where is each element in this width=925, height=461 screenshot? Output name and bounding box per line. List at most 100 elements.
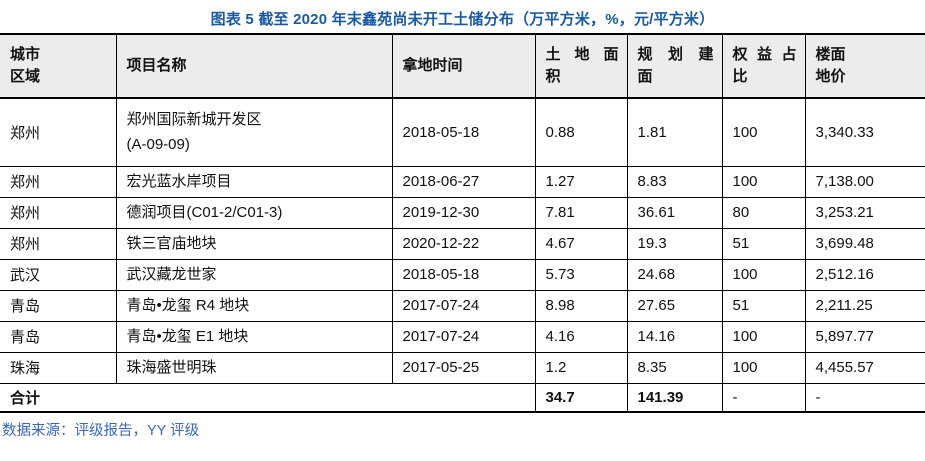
cell-date: 2017-07-24 xyxy=(392,321,536,353)
column-header-city: 城市 区域 xyxy=(0,34,117,99)
column-header-land_area: 土地面积 xyxy=(535,34,628,99)
project-name-line: 青岛•龙玺 E1 地块 xyxy=(126,328,249,345)
project-name-line: 德润项目(C01-2/C01-3) xyxy=(126,204,283,221)
source-note: 数据来源：评级报告，YY 评级 xyxy=(2,423,200,439)
cell-land_area: 4.67 xyxy=(535,228,628,260)
cell-project: 珠海盛世明珠 xyxy=(116,352,393,384)
column-header-text: 积 xyxy=(545,68,561,85)
cell-equity: 100 xyxy=(722,259,806,291)
project-name-line: 青岛•龙玺 R4 地块 xyxy=(126,297,250,314)
cell-floor_price: 5,897.77 xyxy=(805,321,925,353)
cell-equity: 100 xyxy=(722,321,806,353)
cell-land_area: 8.98 xyxy=(535,290,628,322)
project-name-line: 珠海盛世明珠 xyxy=(126,359,217,376)
cell-planned_gfa: 8.83 xyxy=(627,166,723,198)
cell-planned_gfa: 36.61 xyxy=(627,197,723,229)
cell-equity: 51 xyxy=(722,290,806,322)
table-row: 郑州 郑州国际新城开发区 (A-09-09) 2018-05-18 0.88 1.81 10… xyxy=(0,98,925,167)
project-name-line: (A-09-09) xyxy=(126,136,190,154)
cell-city: 郑州 xyxy=(0,228,117,260)
column-header-text: 规划建 xyxy=(637,46,714,63)
cell-equity: 100 xyxy=(722,352,806,384)
land-reserve-table: 城市 区域 项目名称 拿地时间 土地面积规划建面权益占比楼面 地价 郑州 郑州国际新城开发区… xyxy=(0,33,925,413)
cell-project: 郑州国际新城开发区 (A-09-09) xyxy=(116,98,393,167)
table-row: 珠海 珠海盛世明珠 2017-05-25 1.2 8.35 100 4,455.57 xyxy=(0,352,925,384)
cell-land_area: 7.81 xyxy=(535,197,628,229)
total-planned_gfa: 141.39 xyxy=(627,383,723,413)
table-row: 青岛 青岛•龙玺 E1 地块 2017-07-24 4.16 14.16 100 5,897… xyxy=(0,321,925,353)
column-header-planned_gfa: 规划建面 xyxy=(627,34,723,99)
header-row: 城市 区域 项目名称 拿地时间 土地面积规划建面权益占比楼面 地价 xyxy=(0,34,925,99)
column-header-text: 区域 xyxy=(10,68,41,85)
cell-equity: 80 xyxy=(722,197,806,229)
table-body: 郑州 郑州国际新城开发区 (A-09-09) 2018-05-18 0.88 1.81 10… xyxy=(0,98,925,384)
cell-floor_price: 3,699.48 xyxy=(805,228,925,260)
cell-city: 珠海 xyxy=(0,352,117,384)
cell-date: 2017-05-25 xyxy=(392,352,536,384)
cell-city: 武汉 xyxy=(0,259,117,291)
project-name-line: 铁三官庙地块 xyxy=(126,235,217,252)
total-row: 合计 34.7 141.39- - xyxy=(0,383,925,413)
cell-planned_gfa: 14.16 xyxy=(627,321,723,353)
total-label: 合计 xyxy=(0,383,536,413)
column-header-project: 项目名称 xyxy=(116,34,393,99)
table-header: 城市 区域 项目名称 拿地时间 土地面积规划建面权益占比楼面 地价 xyxy=(0,34,925,99)
cell-land_area: 4.16 xyxy=(535,321,628,353)
cell-project: 青岛•龙玺 R4 地块 xyxy=(116,290,393,322)
cell-city: 郑州 xyxy=(0,166,117,198)
table-row: 青岛 青岛•龙玺 R4 地块 2017-07-24 8.98 27.65 51 2,211.… xyxy=(0,290,925,322)
cell-floor_price: 3,253.21 xyxy=(805,197,925,229)
cell-date: 2019-12-30 xyxy=(392,197,536,229)
cell-date: 2018-05-18 xyxy=(392,98,536,167)
cell-city: 青岛 xyxy=(0,321,117,353)
cell-planned_gfa: 8.35 xyxy=(627,352,723,384)
cell-project: 武汉藏龙世家 xyxy=(116,259,393,291)
table-row: 郑州 宏光蓝水岸项目 2018-06-27 1.27 8.83 100 7,138.00 xyxy=(0,166,925,198)
cell-city: 青岛 xyxy=(0,290,117,322)
cell-floor_price: 7,138.00 xyxy=(805,166,925,198)
cell-land_area: 1.2 xyxy=(535,352,628,384)
cell-planned_gfa: 19.3 xyxy=(627,228,723,260)
cell-city: 郑州 xyxy=(0,197,117,229)
table-row: 郑州 德润项目(C01-2/C01-3) 2019-12-30 7.81 36.61 80… xyxy=(0,197,925,229)
column-header-text: 城市 xyxy=(10,46,41,63)
column-header-equity: 权益占比 xyxy=(722,34,806,99)
total-equity: - xyxy=(722,383,806,413)
cell-floor_price: 2,211.25 xyxy=(805,290,925,322)
project-name-line: 宏光蓝水岸项目 xyxy=(126,173,232,190)
cell-floor_price: 4,455.57 xyxy=(805,352,925,384)
cell-planned_gfa: 1.81 xyxy=(627,98,723,167)
cell-planned_gfa: 24.68 xyxy=(627,259,723,291)
column-header-date: 拿地时间 xyxy=(392,34,536,99)
cell-land_area: 1.27 xyxy=(535,166,628,198)
column-header-text: 权益占 xyxy=(732,46,797,63)
cell-land_area: 0.88 xyxy=(535,98,628,167)
column-header-text: 地价 xyxy=(815,68,846,85)
total-floor_price: - xyxy=(805,383,925,413)
column-header-text: 拿地时间 xyxy=(402,57,463,74)
project-name-line: 武汉藏龙世家 xyxy=(126,266,217,283)
cell-floor_price: 3,340.33 xyxy=(805,98,925,167)
cell-project: 德润项目(C01-2/C01-3) xyxy=(116,197,393,229)
column-header-text: 面 xyxy=(637,68,653,85)
cell-project: 宏光蓝水岸项目 xyxy=(116,166,393,198)
cell-floor_price: 2,512.16 xyxy=(805,259,925,291)
cell-equity: 100 xyxy=(722,98,806,167)
cell-date: 2020-12-22 xyxy=(392,228,536,260)
column-header-text: 比 xyxy=(732,68,748,85)
cell-date: 2017-07-24 xyxy=(392,290,536,322)
cell-project: 青岛•龙玺 E1 地块 xyxy=(116,321,393,353)
cell-land_area: 5.73 xyxy=(535,259,628,291)
cell-date: 2018-05-18 xyxy=(392,259,536,291)
column-header-floor_price: 楼面 地价 xyxy=(805,34,925,99)
cell-project: 铁三官庙地块 xyxy=(116,228,393,260)
column-header-text: 楼面 xyxy=(815,46,846,63)
column-header-text: 土地面 xyxy=(545,46,619,63)
cell-equity: 51 xyxy=(722,228,806,260)
cell-city: 郑州 xyxy=(0,98,117,167)
table-row: 郑州 铁三官庙地块 2020-12-22 4.67 19.3 51 3,699.48 xyxy=(0,228,925,260)
total-land_area: 34.7 xyxy=(535,383,628,413)
table-row: 武汉 武汉藏龙世家 2018-05-18 5.73 24.68 100 2,512.16 xyxy=(0,259,925,291)
table-footer: 合计 34.7 141.39- - xyxy=(0,383,925,413)
